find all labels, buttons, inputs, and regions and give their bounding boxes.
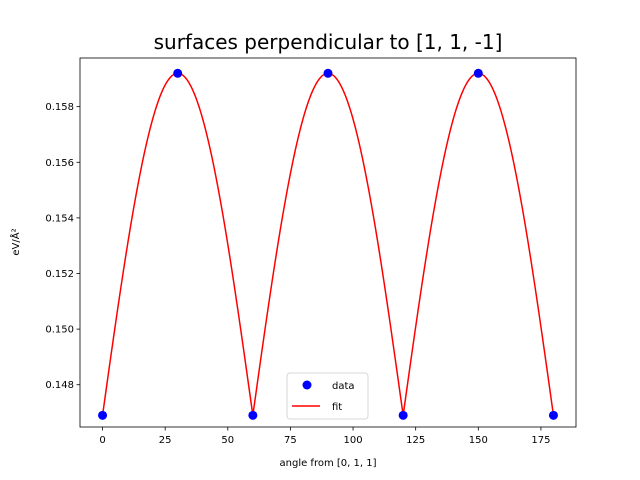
x-axis-label: angle from [0, 1, 1] — [280, 458, 377, 469]
x-tick-label: 150 — [469, 435, 488, 446]
data-point — [248, 410, 258, 420]
points-layer — [98, 68, 558, 420]
data-point — [548, 410, 558, 420]
y-tick-label: 0.156 — [45, 158, 74, 169]
x-axis-ticks: 0 25 50 75 100 125 150 175 — [99, 427, 550, 446]
plot-area — [98, 68, 558, 420]
axes-frame — [79, 57, 577, 428]
data-point — [323, 68, 333, 78]
y-tick-label: 0.152 — [45, 269, 74, 280]
data-point — [473, 68, 483, 78]
chart-title: surfaces perpendicular to [1, 1, -1] — [154, 30, 503, 54]
x-tick-label: 75 — [284, 435, 297, 446]
y-axis-label: eV/Å² — [9, 228, 22, 255]
legend: data fit — [286, 372, 369, 420]
legend-marker-data — [302, 380, 312, 390]
data-point — [98, 410, 108, 420]
legend-box — [286, 372, 369, 420]
x-tick-label: 100 — [344, 435, 363, 446]
legend-label-fit: fit — [332, 402, 342, 413]
x-tick-label: 50 — [221, 435, 234, 446]
y-axis-ticks: 0.148 0.150 0.152 0.154 0.156 0.158 — [45, 102, 80, 391]
x-tick-label: 125 — [406, 435, 425, 446]
y-tick-label: 0.148 — [45, 380, 74, 391]
data-point — [398, 410, 408, 420]
legend-label-data: data — [332, 381, 355, 392]
data-point — [173, 68, 183, 78]
x-tick-label: 175 — [531, 435, 550, 446]
x-tick-label: 25 — [159, 435, 172, 446]
y-tick-label: 0.154 — [45, 213, 74, 224]
x-tick-label: 0 — [99, 435, 105, 446]
y-tick-label: 0.158 — [45, 102, 74, 113]
y-tick-label: 0.150 — [45, 325, 74, 336]
